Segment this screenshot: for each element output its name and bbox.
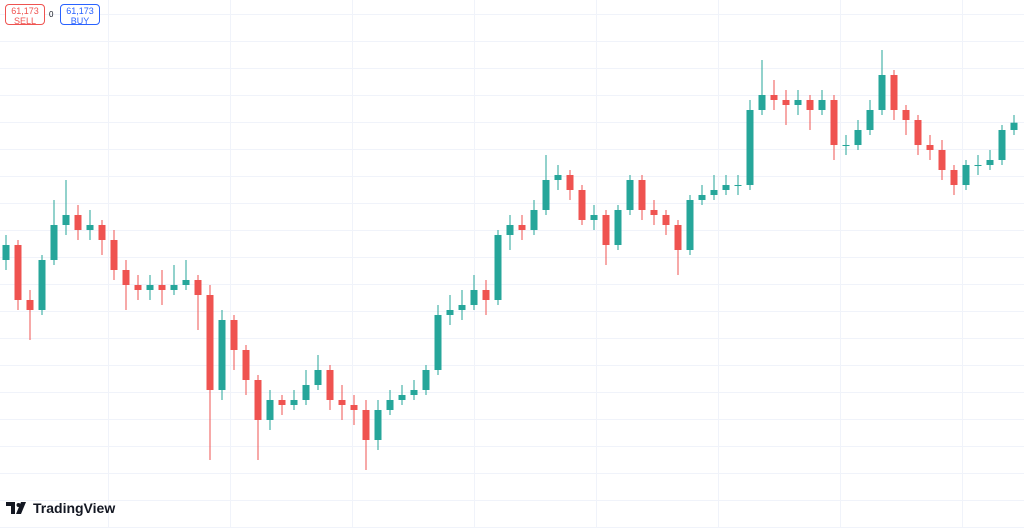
candle-body [698, 195, 706, 200]
candle-body [2, 245, 10, 260]
candle-body [410, 390, 418, 395]
buy-price: 61,173 [66, 6, 94, 16]
candle-body [578, 190, 586, 220]
candle-body [398, 395, 406, 400]
candle-body [722, 185, 730, 190]
candle-body [422, 370, 430, 390]
candle-body [1010, 122, 1018, 130]
candle-body [734, 185, 742, 186]
candle-body [998, 130, 1006, 160]
candle-body [470, 290, 478, 305]
candle-body [554, 175, 562, 180]
candle-body [794, 100, 802, 105]
candle-body [362, 410, 370, 440]
candle-body [686, 200, 694, 250]
candle-body [134, 285, 142, 290]
candle-body [842, 145, 850, 146]
candle-body [122, 270, 130, 285]
candle-body [446, 310, 454, 315]
candle-body [518, 225, 526, 230]
candle-body [866, 110, 874, 130]
buy-label: BUY [70, 16, 90, 26]
candle-body [266, 400, 274, 420]
candle-body [746, 110, 754, 185]
buy-button[interactable]: 61,173 BUY [60, 4, 100, 26]
brand-logo [6, 502, 26, 514]
candle-body [206, 295, 214, 390]
candle-body [350, 405, 358, 410]
candle-body [830, 100, 838, 145]
candle-body [338, 400, 346, 405]
candle-body [938, 150, 946, 170]
candle-body [878, 75, 886, 110]
candle-body [566, 175, 574, 190]
candle-body [458, 305, 466, 310]
candle-body [278, 400, 286, 405]
candle-body [254, 380, 262, 420]
candle-body [170, 285, 178, 290]
spread: 0 [49, 10, 54, 19]
candle-body [50, 225, 58, 260]
candle-body [218, 320, 226, 390]
candle-body [710, 190, 718, 195]
candle-body [14, 245, 22, 300]
sell-label: SELL [13, 16, 37, 26]
candle-body [662, 215, 670, 225]
candle-body [110, 240, 118, 270]
candle-body [614, 210, 622, 245]
candle-body [770, 95, 778, 100]
candle-body [230, 320, 238, 350]
candle-body [62, 215, 70, 225]
candle-body [782, 100, 790, 105]
candle-body [290, 400, 298, 405]
candle-body [434, 315, 442, 370]
candle-body [962, 165, 970, 185]
candle-body [758, 95, 766, 110]
candle-body [146, 285, 154, 290]
candle-body [626, 180, 634, 210]
candle-body [806, 100, 814, 110]
candle-body [194, 280, 202, 295]
sell-price: 61,173 [11, 6, 39, 16]
candle-body [902, 110, 910, 120]
candle-body [542, 180, 550, 210]
candle-body [602, 215, 610, 245]
candle-body [326, 370, 334, 400]
candle-body [650, 210, 658, 215]
candle-body [26, 300, 34, 310]
candle-body [482, 290, 490, 300]
candle-body [638, 180, 646, 210]
candle-body [914, 120, 922, 145]
candle-body [854, 130, 862, 145]
sell-button[interactable]: 61,173 SELL [5, 4, 45, 26]
candle-body [374, 410, 382, 440]
candle-body [506, 225, 514, 235]
candle-body [590, 215, 598, 220]
candle-body [158, 285, 166, 290]
candle-body [950, 170, 958, 185]
candle-body [38, 260, 46, 310]
candle-body [74, 215, 82, 230]
candle-body [494, 235, 502, 300]
candle-body [182, 280, 190, 285]
candle-body [530, 210, 538, 230]
candle-body [86, 225, 94, 230]
candle-body [890, 75, 898, 110]
candle-body [242, 350, 250, 380]
candle-body [386, 400, 394, 410]
candle-body [98, 225, 106, 240]
candle-body [974, 165, 982, 166]
candle-body [674, 225, 682, 250]
brand-name: TradingView [33, 500, 116, 516]
candle-body [926, 145, 934, 150]
candle-body [818, 100, 826, 110]
candle-body [986, 160, 994, 165]
candle-body [314, 370, 322, 385]
candle-body [302, 385, 310, 400]
brand[interactable]: TradingView [6, 500, 115, 516]
